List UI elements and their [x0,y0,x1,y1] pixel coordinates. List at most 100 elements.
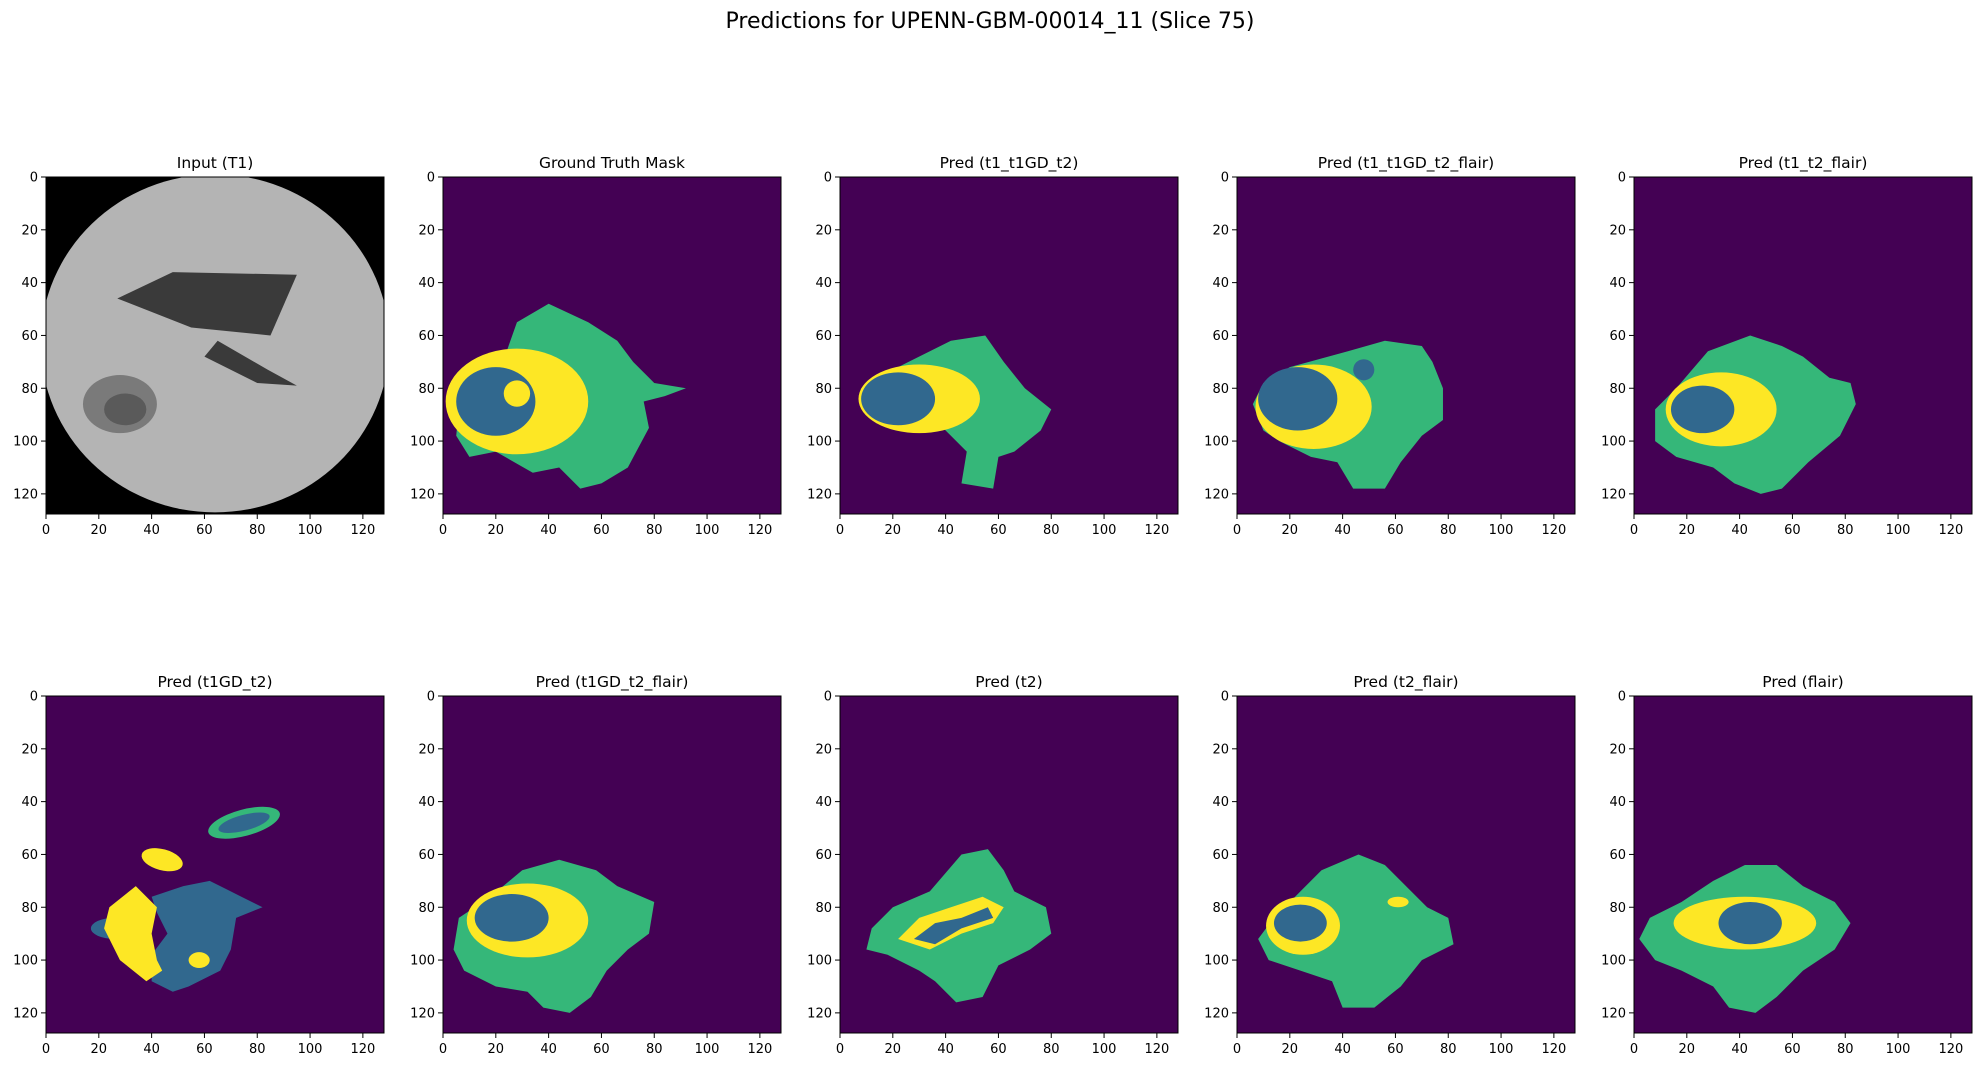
x-tick-label: 0 [1630,1042,1638,1057]
y-tick-label: 20 [1609,223,1626,238]
necrotic-region [913,907,994,945]
x-tick-label: 60 [593,1042,610,1057]
panel-title: Pred (t1_t1GD_t2) [940,154,1079,173]
x-tick-label: 20 [1679,1042,1696,1057]
y-tick-label: 100 [1601,954,1626,969]
panel-title: Pred (t2_flair) [1353,673,1458,692]
x-tick-label: 60 [1784,1042,1801,1057]
panel-7: Pred (t1GD_t2_flair) 0 20 40 60 80 100 120 0 20 40… [410,673,782,1057]
x-tick-label: 100 [695,523,720,538]
x-tick-label: 80 [1440,1042,1457,1057]
y-tick-label: 20 [418,742,435,757]
y-tick-label: 80 [1212,382,1229,397]
x-tick-label: 20 [1282,523,1299,538]
axes-frame [1633,176,1973,515]
axes-frame [45,176,385,515]
y-tick-label: 60 [418,329,435,344]
segmentation-mask [1634,696,1972,1033]
x-tick-label: 80 [1837,523,1854,538]
x-tick-label: 100 [298,523,323,538]
mask-background [1634,696,1972,1033]
y-tick-label: 120 [807,487,832,502]
y-tick-label: 120 [13,487,38,502]
y-tick-label: 40 [1609,276,1626,291]
x-tick-label: 120 [350,523,375,538]
x-tick-label: 0 [42,1042,50,1057]
y-tick-label: 0 [1618,171,1626,186]
y-tick-label: 20 [1609,742,1626,757]
y-tick-label: 40 [815,795,832,810]
y-tick-label: 60 [418,848,435,863]
y-tick-label: 40 [418,795,435,810]
x-tick-label: 20 [1679,523,1696,538]
necrotic-region [1670,385,1735,434]
necrotic-region [1273,904,1327,942]
y-tick-label: 120 [410,1006,435,1021]
axes-frame [442,695,782,1034]
panel-9: Pred (t2_flair) 0 20 40 60 80 100 120 0 20 40 60 80 1… [1204,673,1576,1057]
panel-10: Pred (flair) 0 20 40 60 80 100 120 0 20 40 60 80 100 1… [1601,673,1973,1057]
segmentation-mask [1237,177,1575,514]
x-tick-label: 80 [249,1042,266,1057]
panel-title: Pred (t1GD_t2) [157,673,272,692]
x-tick-label: 60 [1387,1042,1404,1057]
segmentation-mask [443,696,781,1033]
y-tick-label: 60 [1609,329,1626,344]
segmentation-mask [46,696,384,1033]
necrotic-region [474,894,549,942]
panel-title: Pred (t1_t2_flair) [1739,154,1868,173]
y-tick-label: 80 [418,382,435,397]
ventricle-shape [204,340,297,386]
x-tick-label: 100 [1489,523,1514,538]
y-tick-label: 80 [1609,901,1626,916]
x-tick-label: 120 [1541,1042,1566,1057]
y-tick-label: 0 [824,690,832,705]
y-tick-label: 0 [1618,690,1626,705]
y-tick-label: 60 [815,848,832,863]
y-tick-label: 60 [815,329,832,344]
y-tick-label: 20 [1212,223,1229,238]
panel-title: Pred (t1_t1GD_t2_flair) [1318,154,1494,173]
x-tick-label: 120 [1938,1042,1963,1057]
x-tick-label: 80 [646,1042,663,1057]
x-tick-label: 80 [1043,523,1060,538]
x-tick-label: 60 [1784,523,1801,538]
enhancing-region [104,886,163,982]
y-tick-label: 80 [815,901,832,916]
y-tick-label: 60 [21,848,38,863]
x-tick-label: 80 [1440,523,1457,538]
x-tick-label: 20 [1282,1042,1299,1057]
panel-6: Pred (t1GD_t2) 0 20 40 60 80 100 120 0 20 40 60 80 10… [13,673,385,1057]
necrotic-region [151,880,263,992]
necrotic-island [1353,359,1375,381]
mask-background [46,696,384,1033]
x-tick-label: 120 [1541,523,1566,538]
y-tick-label: 100 [13,954,38,969]
x-tick-label: 40 [143,1042,160,1057]
figure-title: Predictions for UPENN-GBM-00014_11 (Slic… [726,9,1255,34]
x-tick-label: 40 [540,523,557,538]
x-tick-label: 60 [990,523,1007,538]
x-tick-label: 100 [1886,1042,1911,1057]
y-tick-label: 20 [21,742,38,757]
x-tick-label: 40 [937,523,954,538]
x-tick-label: 0 [1630,523,1638,538]
y-tick-label: 60 [1609,848,1626,863]
axes-frame [45,695,385,1034]
x-tick-label: 20 [488,523,505,538]
y-tick-label: 20 [418,223,435,238]
x-tick-label: 0 [836,1042,844,1057]
y-tick-label: 120 [1601,487,1626,502]
y-tick-label: 100 [1204,954,1229,969]
x-tick-label: 100 [1092,523,1117,538]
enhancing-island [188,952,210,968]
y-tick-label: 120 [13,1006,38,1021]
axes-frame [442,176,782,515]
enhancing-island [1387,896,1409,908]
y-tick-label: 60 [1212,329,1229,344]
y-tick-label: 100 [410,435,435,450]
y-tick-label: 80 [21,901,38,916]
x-tick-label: 120 [1144,1042,1169,1057]
t1-image [46,177,384,514]
brain-region [46,177,384,513]
